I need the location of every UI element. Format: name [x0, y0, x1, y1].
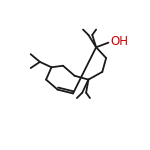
Text: OH: OH: [111, 35, 129, 48]
